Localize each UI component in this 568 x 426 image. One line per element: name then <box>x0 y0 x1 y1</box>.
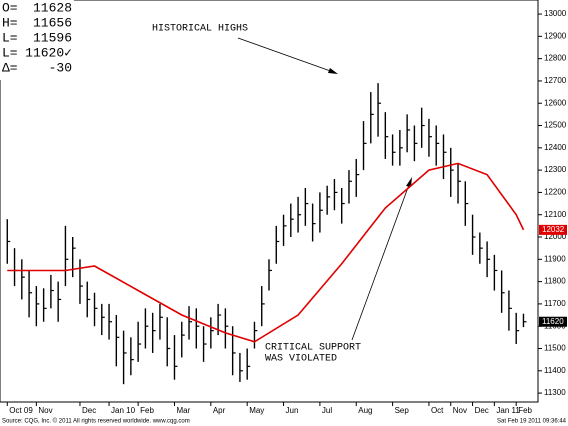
x-tick-label: Dec <box>82 406 96 415</box>
x-tick-label: Nov <box>38 406 52 415</box>
y-tick-label: 12100 <box>544 210 567 219</box>
price-tag-label: 11620 <box>542 317 564 326</box>
x-tick-label: Jun <box>286 406 299 415</box>
x-tick-label: Mar <box>176 406 190 415</box>
price-tag-label: 12032 <box>542 225 565 234</box>
x-tick-label: Dec <box>475 406 489 415</box>
y-tick-label: 12200 <box>544 188 567 197</box>
y-tick-label: 11700 <box>544 299 566 308</box>
y-tick-label: 12700 <box>544 76 567 85</box>
x-tick-label: May <box>249 406 264 415</box>
x-tick-label: Jul <box>322 406 332 415</box>
arrow <box>237 37 337 74</box>
y-tick-label: 12300 <box>544 165 567 174</box>
x-tick-label: Feb <box>518 406 532 415</box>
y-tick-label: 12000 <box>544 232 567 241</box>
x-tick-label: Sep <box>395 406 410 415</box>
arrow-head <box>328 68 338 74</box>
y-tick-label: 11500 <box>544 344 566 353</box>
quote-value: 11656 <box>33 15 72 30</box>
quote-label: O= <box>2 0 18 15</box>
quote-value: 11596 <box>33 30 72 45</box>
annotation: WAS VIOLATED <box>265 354 337 365</box>
quote-value: 11620✓ <box>25 45 72 60</box>
annotation: HISTORICAL HIGHS <box>152 24 248 35</box>
quote-label: H= <box>2 15 18 30</box>
y-tick-label: 13000 <box>544 9 567 18</box>
footer-source: Source: CQG, Inc. © 2011 All rights rese… <box>2 418 190 425</box>
y-tick-label: 12600 <box>544 98 567 107</box>
arrow <box>351 181 411 341</box>
annotation: CRITICAL SUPPORT <box>265 343 361 354</box>
y-tick-label: 12900 <box>544 31 567 40</box>
y-tick-label: 12500 <box>544 121 567 130</box>
y-tick-label: 11900 <box>544 254 566 263</box>
quote-label: L= <box>2 45 18 60</box>
x-tick-label: Apr <box>213 406 226 415</box>
x-tick-label: Aug <box>358 406 372 415</box>
moving-average <box>7 162 525 343</box>
quote-value: -30 <box>49 60 72 75</box>
quote-label: Δ= <box>2 60 18 75</box>
price-tag <box>539 224 567 235</box>
x-tick-label: Oct 09 <box>9 406 33 415</box>
quote-value: 11628 <box>33 0 72 15</box>
plot-frame <box>0 0 539 403</box>
x-tick-label: Jan 10 <box>111 406 136 415</box>
y-tick-label: 11400 <box>544 366 566 375</box>
x-tick-label: Nov <box>453 406 467 415</box>
y-tick-label: 11800 <box>544 277 566 286</box>
x-tick-label: Feb <box>140 406 154 415</box>
x-tick-label: Jan 11 <box>496 406 520 415</box>
price-tag <box>539 316 567 327</box>
quote-label: L= <box>2 30 18 45</box>
y-tick-label: 12400 <box>544 143 567 152</box>
y-tick-label: 12800 <box>544 54 567 63</box>
footer-time: Sat Feb 19 2011 09:36:44 <box>497 419 567 425</box>
y-tick-label: 11300 <box>544 388 566 397</box>
x-tick-label: Oct <box>431 406 444 415</box>
quote-box <box>0 0 74 80</box>
arrow-head <box>406 177 412 187</box>
